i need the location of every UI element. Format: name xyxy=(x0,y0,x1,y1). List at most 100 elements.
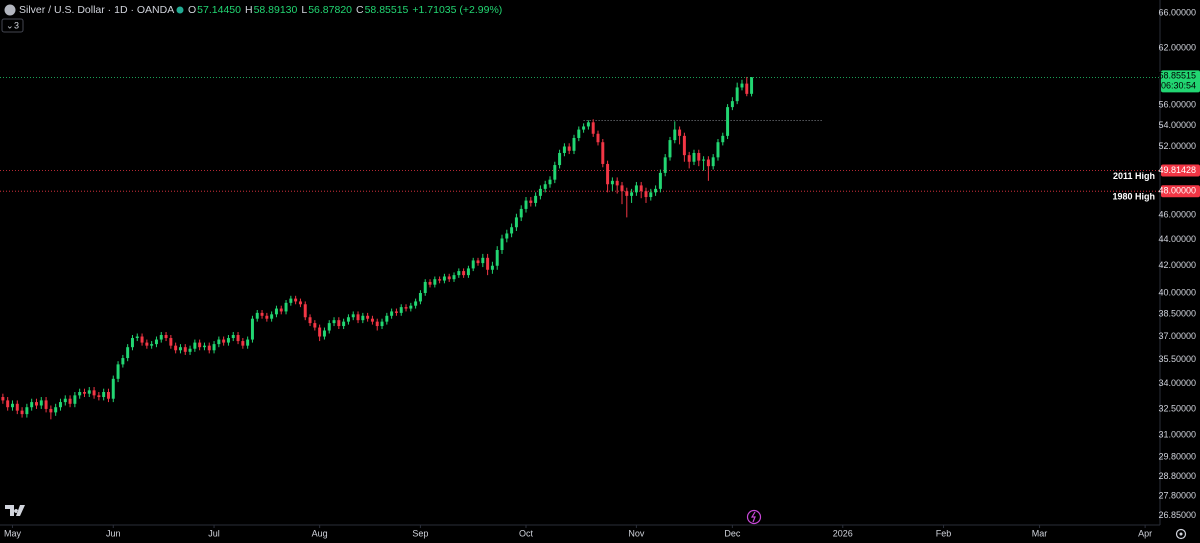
candle-body xyxy=(658,172,662,189)
candle-body xyxy=(34,402,38,406)
candle-body xyxy=(687,155,691,162)
y-tick-label: 28.80000 xyxy=(1158,471,1196,481)
candle-body xyxy=(553,165,557,180)
candle-body xyxy=(121,358,125,365)
y-tick-label: 26.85000 xyxy=(1158,510,1196,520)
candle-body xyxy=(524,200,528,209)
market-status[interactable] xyxy=(176,6,184,14)
candle-body xyxy=(178,347,182,351)
candle-body xyxy=(346,317,350,322)
candle-body xyxy=(730,101,734,108)
candle-body xyxy=(250,318,254,340)
candle-body xyxy=(111,378,115,399)
candle-body xyxy=(543,184,547,189)
candle-body xyxy=(418,292,422,302)
candle-body xyxy=(294,298,298,302)
candle-body xyxy=(145,342,149,346)
y-tick-label: 27.80000 xyxy=(1158,491,1196,501)
legend-value: 58.85515 xyxy=(365,4,409,16)
candle-body xyxy=(1,397,5,401)
candle-body xyxy=(130,338,134,348)
x-tick-label: Jun xyxy=(106,528,121,538)
legend-value: 56.87820 xyxy=(308,4,352,16)
candle-body xyxy=(615,180,619,186)
y-tick-label: 34.00000 xyxy=(1158,378,1196,388)
y-tick-label: 38.50000 xyxy=(1158,309,1196,319)
candle-body xyxy=(654,188,658,193)
x-tick-label: Aug xyxy=(312,528,328,538)
level-price-box xyxy=(1161,185,1200,198)
tv-logo[interactable] xyxy=(5,505,25,516)
candle-body xyxy=(102,392,106,398)
x-tick-label: Nov xyxy=(628,528,645,538)
price-label: 58.85515 xyxy=(1158,71,1196,81)
candle-body xyxy=(217,339,221,345)
candle-body xyxy=(534,195,538,203)
candle-body xyxy=(639,185,643,192)
x-tick-label: Sep xyxy=(412,528,428,538)
candle-body xyxy=(159,335,163,340)
candle-body xyxy=(308,317,312,324)
candle-body xyxy=(750,77,754,94)
candle-body xyxy=(284,302,288,312)
candle-body xyxy=(548,179,552,185)
level-price-label: 48.00000 xyxy=(1158,186,1196,196)
candle-body xyxy=(716,142,720,158)
candle-body xyxy=(260,312,264,316)
candle-body xyxy=(510,227,514,234)
candle-body xyxy=(711,157,715,167)
legend-label: L xyxy=(301,4,307,16)
y-tick-label: 56.00000 xyxy=(1158,99,1196,109)
candle-body xyxy=(318,327,322,337)
candle-body xyxy=(409,305,413,309)
candle-body xyxy=(82,392,86,394)
candle-body xyxy=(164,335,168,339)
candle-body xyxy=(154,339,158,345)
candle-body xyxy=(116,364,120,379)
candle-body xyxy=(538,188,542,196)
candle-body xyxy=(63,398,67,403)
x-tick-label: Apr xyxy=(1138,528,1152,538)
candle-body xyxy=(601,142,605,164)
candle-body xyxy=(591,122,595,134)
level-price-box xyxy=(1161,164,1200,177)
y-tick-label: 52.00000 xyxy=(1158,141,1196,151)
level-label: 1980 High xyxy=(1112,192,1155,202)
candle-body xyxy=(721,135,725,143)
candle-body xyxy=(174,345,178,351)
candle-body xyxy=(49,408,53,413)
x-tick-label: Oct xyxy=(519,528,534,538)
candle-body xyxy=(447,276,451,280)
candle-body xyxy=(466,268,470,276)
legend-value: 57.14450 xyxy=(197,4,241,16)
candle-body xyxy=(519,208,523,218)
candle-body xyxy=(54,407,58,413)
candle-body xyxy=(92,390,96,396)
candle-body xyxy=(20,410,24,415)
candle-body xyxy=(361,315,365,321)
symbol-icon[interactable] xyxy=(4,4,16,16)
candle-body xyxy=(78,392,82,396)
candle-body xyxy=(514,217,518,228)
y-tick-label: 31.00000 xyxy=(1158,430,1196,440)
candle-body xyxy=(577,129,581,138)
candle-body xyxy=(414,301,418,306)
y-tick-label: 54.00000 xyxy=(1158,120,1196,130)
lightning-button[interactable] xyxy=(746,509,762,525)
settings-button[interactable] xyxy=(1175,528,1187,540)
candle-body xyxy=(337,320,341,327)
price-box xyxy=(1161,70,1200,93)
y-tick-label: 29.80000 xyxy=(1158,452,1196,462)
candle-body xyxy=(490,265,494,270)
candle-body xyxy=(486,257,490,270)
candle-body xyxy=(356,314,360,321)
indicator-count: 3 xyxy=(14,20,19,30)
countdown: 06:30:54 xyxy=(1161,81,1196,91)
candle-body xyxy=(471,260,475,269)
candle-body xyxy=(25,407,29,415)
chart-title[interactable]: Silver / U.S. Dollar · 1D · OANDA xyxy=(19,4,174,16)
indicator-toggle[interactable] xyxy=(1,18,24,33)
candle-body xyxy=(370,318,374,322)
